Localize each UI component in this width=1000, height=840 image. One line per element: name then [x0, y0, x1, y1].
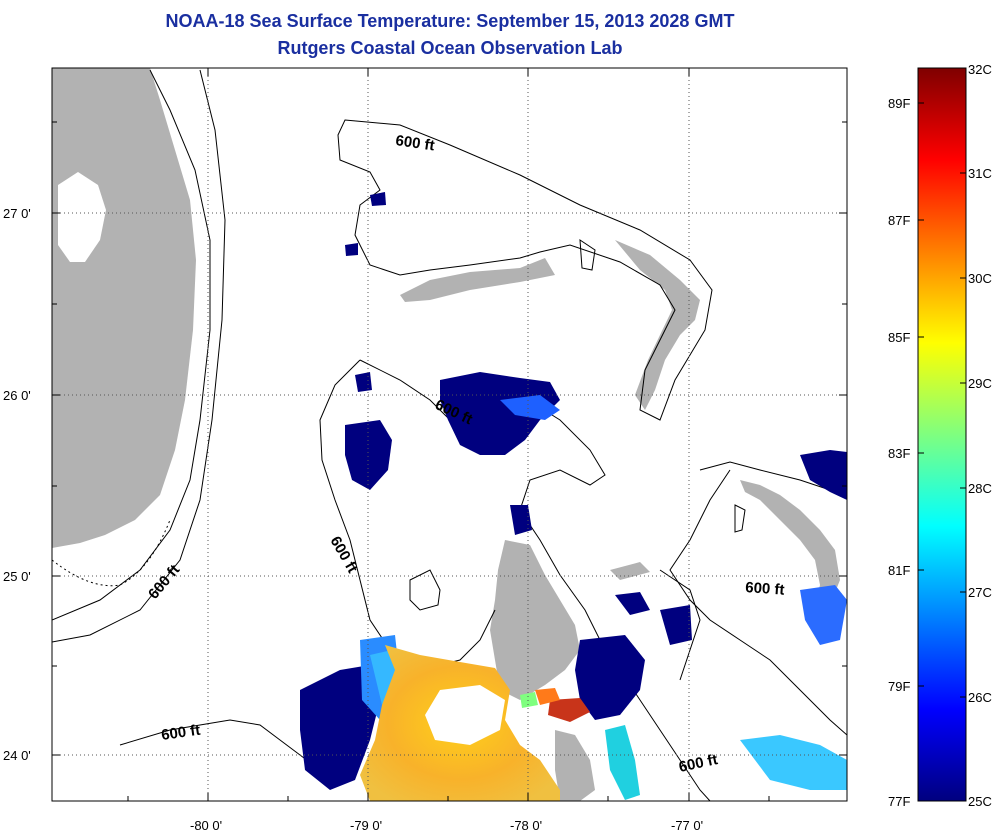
map-subtitle: Rutgers Coastal Ocean Observation Lab [277, 38, 623, 58]
abaco-islands [615, 240, 700, 410]
sst-warm-patches [360, 645, 590, 801]
grand-bahama-island [400, 258, 555, 302]
colorbar-label-30c: 30C [968, 271, 992, 286]
colorbar-label-77f: 77F [888, 794, 910, 809]
lat-label-25: 25 0' [3, 569, 31, 584]
map-ticks [52, 68, 847, 801]
colorbar-label-29c: 29C [968, 376, 992, 391]
colorbar-label-81f: 81F [888, 563, 910, 578]
colorbar-label-89f: 89F [888, 96, 910, 111]
map-title: NOAA-18 Sea Surface Temperature: Septemb… [165, 11, 735, 31]
contour-label-7: 600 ft [160, 722, 201, 744]
contour-label-1: 600 ft [394, 132, 435, 154]
map-frame [51, 67, 848, 802]
colorbar-label-25c: 25C [968, 794, 992, 809]
lake-okeechobee [58, 172, 106, 262]
andros-island [490, 540, 580, 700]
southern-island [555, 730, 595, 801]
colorbar-label-31c: 31C [968, 166, 992, 181]
colorbar-label-83f: 83F [888, 446, 910, 461]
lon-label-80: -80 0' [190, 818, 222, 833]
sst-cold-patches [300, 192, 847, 790]
colorbar-label-79f: 79F [888, 679, 910, 694]
lat-label-27: 27 0' [3, 206, 31, 221]
colorbar-label-28c: 28C [968, 481, 992, 496]
contour-label-5: 600 ft [745, 579, 785, 599]
colorbar-label-32c: 32C [968, 62, 992, 77]
colorbar-label-85f: 85F [888, 330, 910, 345]
colorbar-label-87f: 87F [888, 213, 910, 228]
colorbar-label-27c: 27C [968, 585, 992, 600]
lat-label-24: 24 0' [3, 748, 31, 763]
map-grid [52, 68, 847, 801]
depth-contours [52, 69, 847, 801]
lat-label-26: 26 0' [3, 388, 31, 403]
colorbar-ticks [918, 67, 966, 802]
temperature-colorbar [917, 67, 967, 802]
sst-mid-patches [360, 395, 847, 800]
lon-label-78: -78 0' [510, 818, 542, 833]
colorbar-label-26c: 26C [968, 690, 992, 705]
lon-label-77: -77 0' [671, 818, 703, 833]
lon-label-79: -79 0' [350, 818, 382, 833]
